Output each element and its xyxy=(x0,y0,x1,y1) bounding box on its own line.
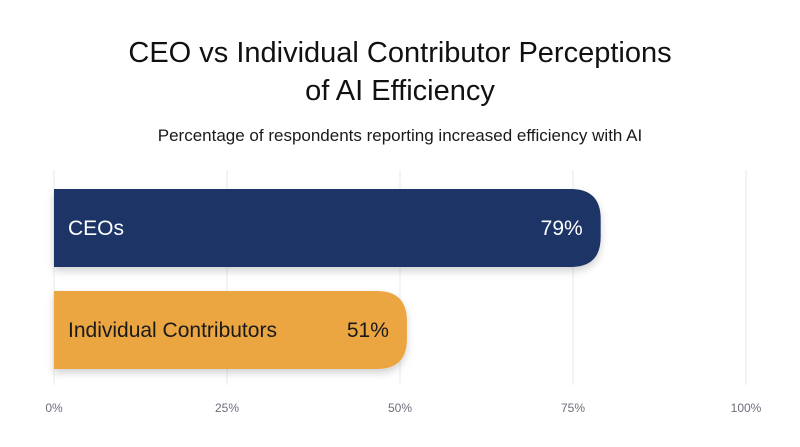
tick-label-75: 75% xyxy=(561,401,585,415)
bars: CEOs 79% Individual Contributors 51% xyxy=(54,189,601,369)
tick-label-0: 0% xyxy=(45,401,63,415)
tick-label-100: 100% xyxy=(731,401,762,415)
bar-value-label-1: 51% xyxy=(347,319,389,342)
bar-category-label-0: CEOs xyxy=(68,217,124,240)
x-axis-ticks: 0% 25% 50% 75% 100% xyxy=(45,401,761,415)
tick-label-25: 25% xyxy=(215,401,239,415)
bar-ceos xyxy=(54,189,601,267)
chart-subtitle: Percentage of respondents reporting incr… xyxy=(157,126,643,145)
chart-title-line-2: of AI Efficiency xyxy=(305,75,495,107)
bar-individual-contributors xyxy=(54,291,407,369)
bar-category-label-1: Individual Contributors xyxy=(68,319,277,342)
tick-label-50: 50% xyxy=(388,401,412,415)
bar-value-label-0: 79% xyxy=(541,217,583,240)
chart-title: CEO vs Individual Contributor Perception… xyxy=(0,34,800,110)
chart-title-line-1: CEO vs Individual Contributor Perception… xyxy=(128,37,672,69)
